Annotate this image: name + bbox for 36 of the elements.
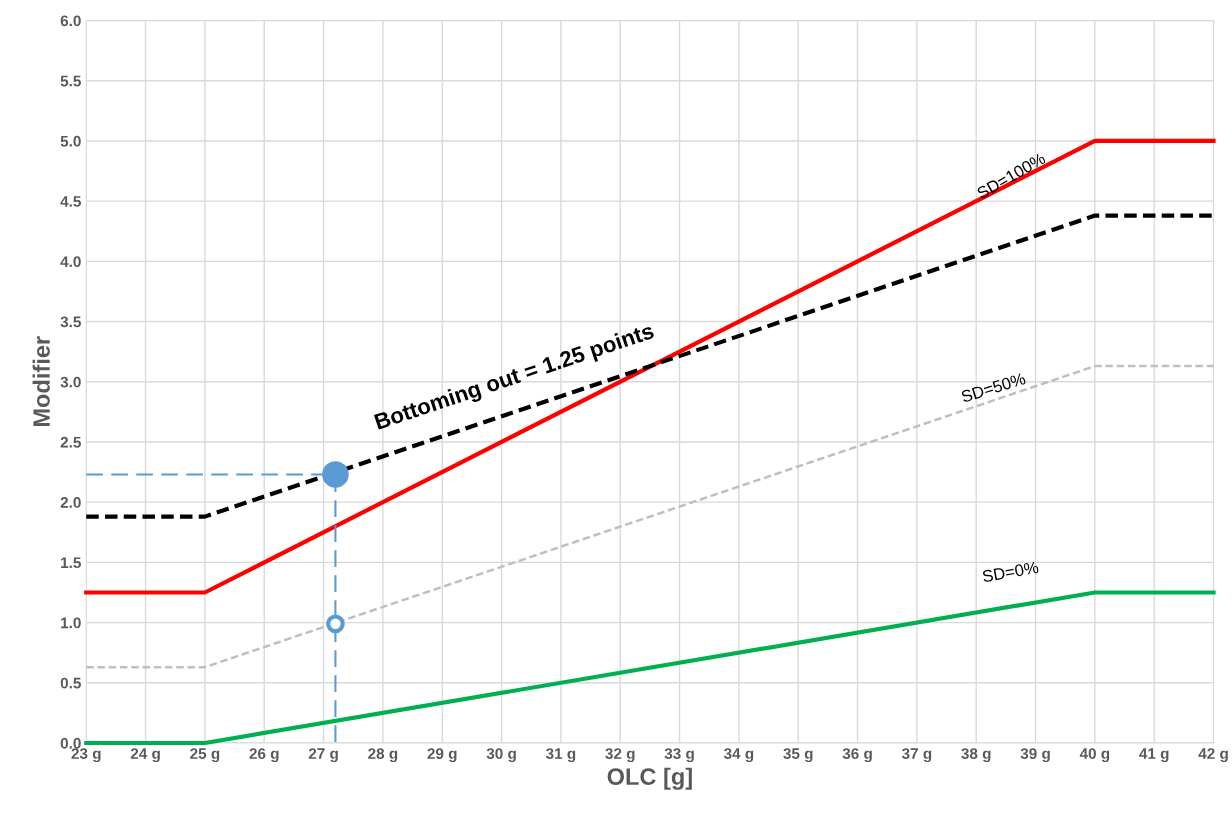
y-tick-label: 4.0 [60, 256, 81, 268]
y-tick-label: 5.5 [60, 75, 81, 87]
x-tick-label: 32 g [605, 748, 635, 763]
y-tick-label: 1.5 [61, 557, 81, 569]
x-tick-label: 38 g [961, 748, 991, 763]
y-tick-label: 3.0 [60, 376, 81, 388]
y-tick-label: 2.5 [60, 436, 81, 448]
x-tick-label: 30 g [486, 748, 516, 763]
y-tick-label: 6.0 [60, 15, 81, 27]
x-tick-label: 35 g [783, 748, 813, 763]
y-axis-title: Modifier [32, 336, 50, 427]
x-tick-label: 24 g [130, 748, 160, 763]
x-tick-label: 26 g [249, 748, 279, 763]
y-tick-label: 1.0 [61, 617, 81, 629]
x-tick-label: 28 g [368, 748, 398, 763]
x-tick-label: 39 g [1020, 748, 1050, 763]
y-tick-label: 5.0 [60, 135, 81, 147]
x-tick-label: 23 g [71, 748, 101, 763]
y-tick-label: 4.5 [60, 196, 81, 207]
x-tick-label: 29 g [427, 748, 457, 763]
x-tick-label: 41 g [1139, 748, 1169, 763]
annotation: SD=0% [982, 561, 1039, 583]
x-tick-label: 37 g [901, 748, 932, 763]
y-tick-label: 0.5 [60, 677, 81, 689]
x-tick-label: 36 g [842, 748, 872, 763]
x-tick-label: 27 g [308, 748, 338, 763]
y-tick-label: 3.5 [60, 316, 81, 328]
x-tick-label: 34 g [723, 748, 754, 763]
x-tick-label: 42 g [1198, 748, 1228, 763]
x-axis-title: OLC [g] [607, 767, 692, 790]
x-tick-label: 33 g [664, 748, 694, 763]
x-tick-label: 40 g [1079, 748, 1110, 763]
y-tick-label: 2.0 [60, 497, 81, 508]
x-tick-label: 25 g [190, 748, 220, 763]
x-tick-label: 31 g [545, 748, 576, 763]
y-tick-label: 0.0 [60, 737, 81, 749]
